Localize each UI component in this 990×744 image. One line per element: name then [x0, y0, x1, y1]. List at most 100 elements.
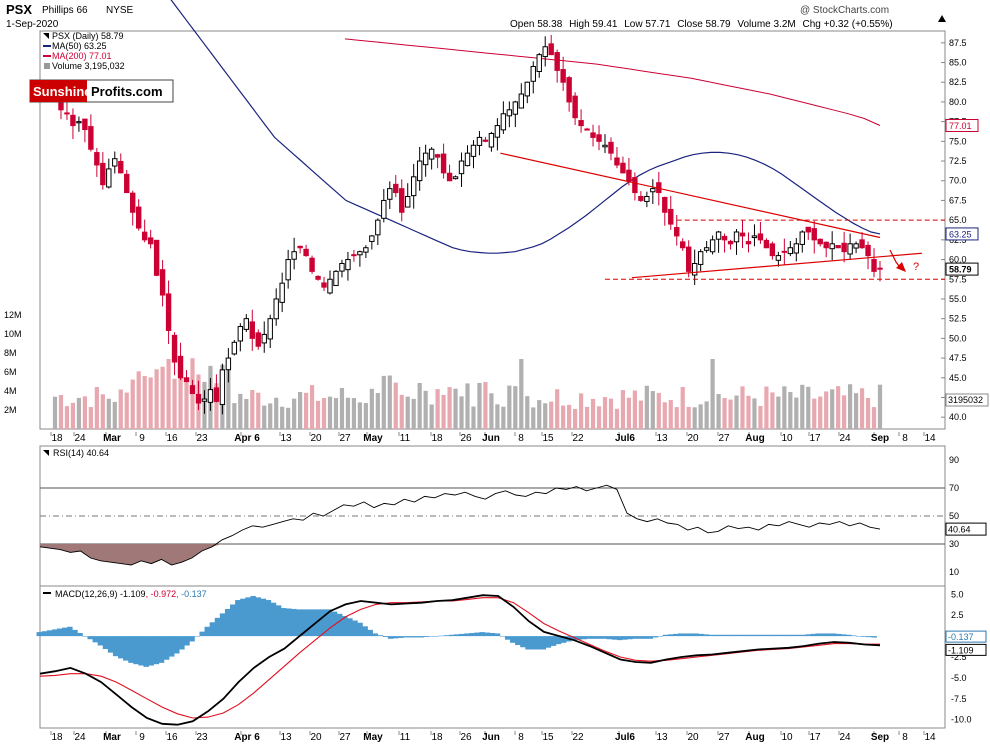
- candle-body: [309, 257, 315, 272]
- volume-bar: [626, 397, 632, 429]
- volume-bar: [148, 377, 153, 429]
- macd-histogram-bar: [97, 636, 104, 646]
- macd-histogram-bar: [230, 604, 236, 637]
- x-tick-label: 17: [809, 433, 821, 444]
- volume-bar: [82, 396, 87, 429]
- value-tag-text: 63.25: [949, 229, 972, 239]
- macd-histogram-bar: [214, 617, 221, 637]
- x-tick-label: Aug: [745, 433, 764, 444]
- candle-body: [518, 93, 525, 109]
- candle-body: [207, 389, 214, 403]
- volume-tick-label: 10M: [4, 329, 22, 339]
- volume-bar: [465, 383, 470, 429]
- candle-body: [488, 132, 495, 148]
- volume-bar: [519, 359, 524, 429]
- value-tag-box: [945, 118, 979, 132]
- volume-bar: [728, 399, 733, 429]
- candle-body: [578, 120, 584, 127]
- volume-bar: [674, 407, 679, 429]
- macd-tag-text: -1.109: [948, 645, 974, 655]
- volume-bar: [567, 404, 572, 429]
- volume-bar: [274, 397, 279, 429]
- macd-histogram-bar: [377, 635, 384, 637]
- volume-bar: [280, 406, 285, 429]
- macd-histogram-bar: [387, 636, 394, 639]
- macd-histogram-bar: [118, 636, 124, 659]
- x-tick-label: 9: [139, 433, 145, 444]
- macd-legend-text: MACD(12,26,9) -1.109, -0.972, -0.137: [55, 589, 207, 599]
- macd-histogram-bar: [301, 609, 307, 637]
- volume-bar: [345, 397, 351, 429]
- candle-body: [793, 243, 800, 254]
- candle-body: [787, 247, 794, 255]
- x-tick-label: Mar: [103, 732, 121, 743]
- macd-histogram-bar: [413, 636, 419, 638]
- volume-bar: [459, 396, 464, 429]
- candle-body: [369, 235, 375, 242]
- x-tick-label: 14: [924, 433, 936, 444]
- volume-bar: [435, 389, 440, 429]
- value-tag-box: [945, 227, 979, 241]
- macd-histogram-bar: [698, 633, 704, 637]
- x-tick-label: Sep: [871, 433, 889, 444]
- volume-tag-text: 3195032: [948, 395, 983, 405]
- macd-histogram-bar: [62, 627, 68, 637]
- volume-bar: [752, 398, 757, 429]
- macd-histogram-bar: [112, 636, 119, 657]
- candle-body: [183, 377, 190, 383]
- volume-bar: [286, 407, 291, 429]
- volume-bar: [321, 398, 327, 429]
- volume-bar: [351, 398, 357, 429]
- macd-histogram-bar: [367, 629, 373, 637]
- volume-bar: [399, 394, 404, 429]
- candle-body: [64, 112, 70, 115]
- rsi-legend-text: RSI(14) 40.64: [53, 448, 109, 458]
- candle-body: [177, 355, 184, 379]
- volume-bar: [339, 388, 345, 429]
- x-tick-label: Jun: [482, 732, 500, 743]
- macd-histogram-bar: [392, 636, 399, 639]
- price-tick-label: 70.0: [949, 176, 967, 186]
- x-tick-label: Sep: [871, 732, 889, 743]
- candle-body: [811, 228, 817, 241]
- macd-histogram-bar: [713, 634, 720, 637]
- volume-bar: [363, 403, 368, 429]
- macd-histogram-bar: [667, 634, 674, 637]
- candle-body: [691, 262, 698, 276]
- volume-bar: [543, 403, 548, 429]
- volume-bar: [507, 385, 512, 429]
- macd-histogram-bar: [443, 635, 450, 637]
- candle-body: [530, 65, 536, 82]
- candle-body: [147, 237, 154, 245]
- macd-histogram-bar: [331, 611, 338, 637]
- logo-red-block: [30, 80, 87, 102]
- macd-histogram-bar: [627, 636, 633, 640]
- price-tick-label: 52.5: [949, 314, 967, 324]
- candle-body: [835, 245, 841, 249]
- candle-body: [644, 196, 650, 202]
- candle-body: [608, 141, 614, 154]
- candle-body: [201, 398, 208, 402]
- price-tick-label: 65.0: [949, 215, 967, 225]
- macd-histogram-bar: [250, 596, 256, 637]
- x-tick-label: 20: [310, 732, 322, 743]
- x-axis-bottom: 18 24 Mar 9 16 23 Apr 6 13 20 27 May 11 18 26 Jun 8 15 22…: [50, 731, 936, 743]
- candle-body: [165, 293, 172, 331]
- volume-bar: [680, 386, 685, 429]
- volume-bar: [710, 359, 715, 429]
- candle-body: [859, 239, 865, 249]
- volume-bar: [250, 390, 255, 429]
- support-line: [631, 252, 922, 279]
- volume-bar: [387, 375, 392, 429]
- x-tick-label: 13: [280, 433, 292, 444]
- candle-body: [560, 69, 566, 83]
- x-tick-label: 22: [572, 433, 584, 444]
- x-tick-label: Apr 6: [234, 732, 260, 743]
- candle-body: [357, 251, 363, 256]
- macd-histogram-bar: [362, 626, 368, 637]
- macd-histogram-bar: [102, 636, 109, 650]
- volume-bar: [794, 397, 799, 429]
- macd-histogram-bar: [352, 620, 358, 637]
- macd-histogram-bar: [835, 633, 842, 637]
- volume-bar: [447, 387, 452, 429]
